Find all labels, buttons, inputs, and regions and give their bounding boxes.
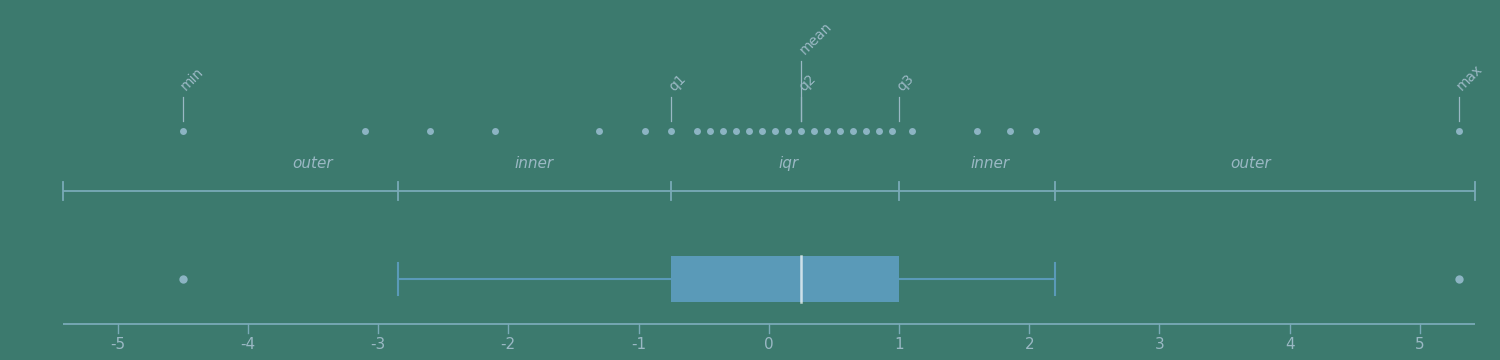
Text: inner: inner bbox=[514, 156, 554, 171]
Text: q2: q2 bbox=[796, 71, 819, 94]
Text: mean: mean bbox=[796, 20, 834, 58]
Text: -3: -3 bbox=[370, 337, 386, 352]
Text: q1: q1 bbox=[666, 71, 688, 94]
Text: -5: -5 bbox=[110, 337, 125, 352]
Text: -1: -1 bbox=[632, 337, 646, 352]
Text: 4: 4 bbox=[1286, 337, 1294, 352]
Text: 3: 3 bbox=[1155, 337, 1164, 352]
Text: inner: inner bbox=[970, 156, 1010, 171]
Text: -2: -2 bbox=[501, 337, 516, 352]
Bar bbox=[670, 256, 898, 302]
Text: outer: outer bbox=[1230, 156, 1270, 171]
Text: -4: -4 bbox=[240, 337, 255, 352]
Text: 0: 0 bbox=[764, 337, 774, 352]
Text: outer: outer bbox=[292, 156, 333, 171]
Text: q3: q3 bbox=[894, 71, 916, 94]
Text: min: min bbox=[178, 65, 207, 94]
Text: 5: 5 bbox=[1414, 337, 1425, 352]
Text: iqr: iqr bbox=[778, 156, 798, 171]
Text: 1: 1 bbox=[894, 337, 904, 352]
Text: 2: 2 bbox=[1024, 337, 1033, 352]
Text: max: max bbox=[1455, 62, 1485, 94]
